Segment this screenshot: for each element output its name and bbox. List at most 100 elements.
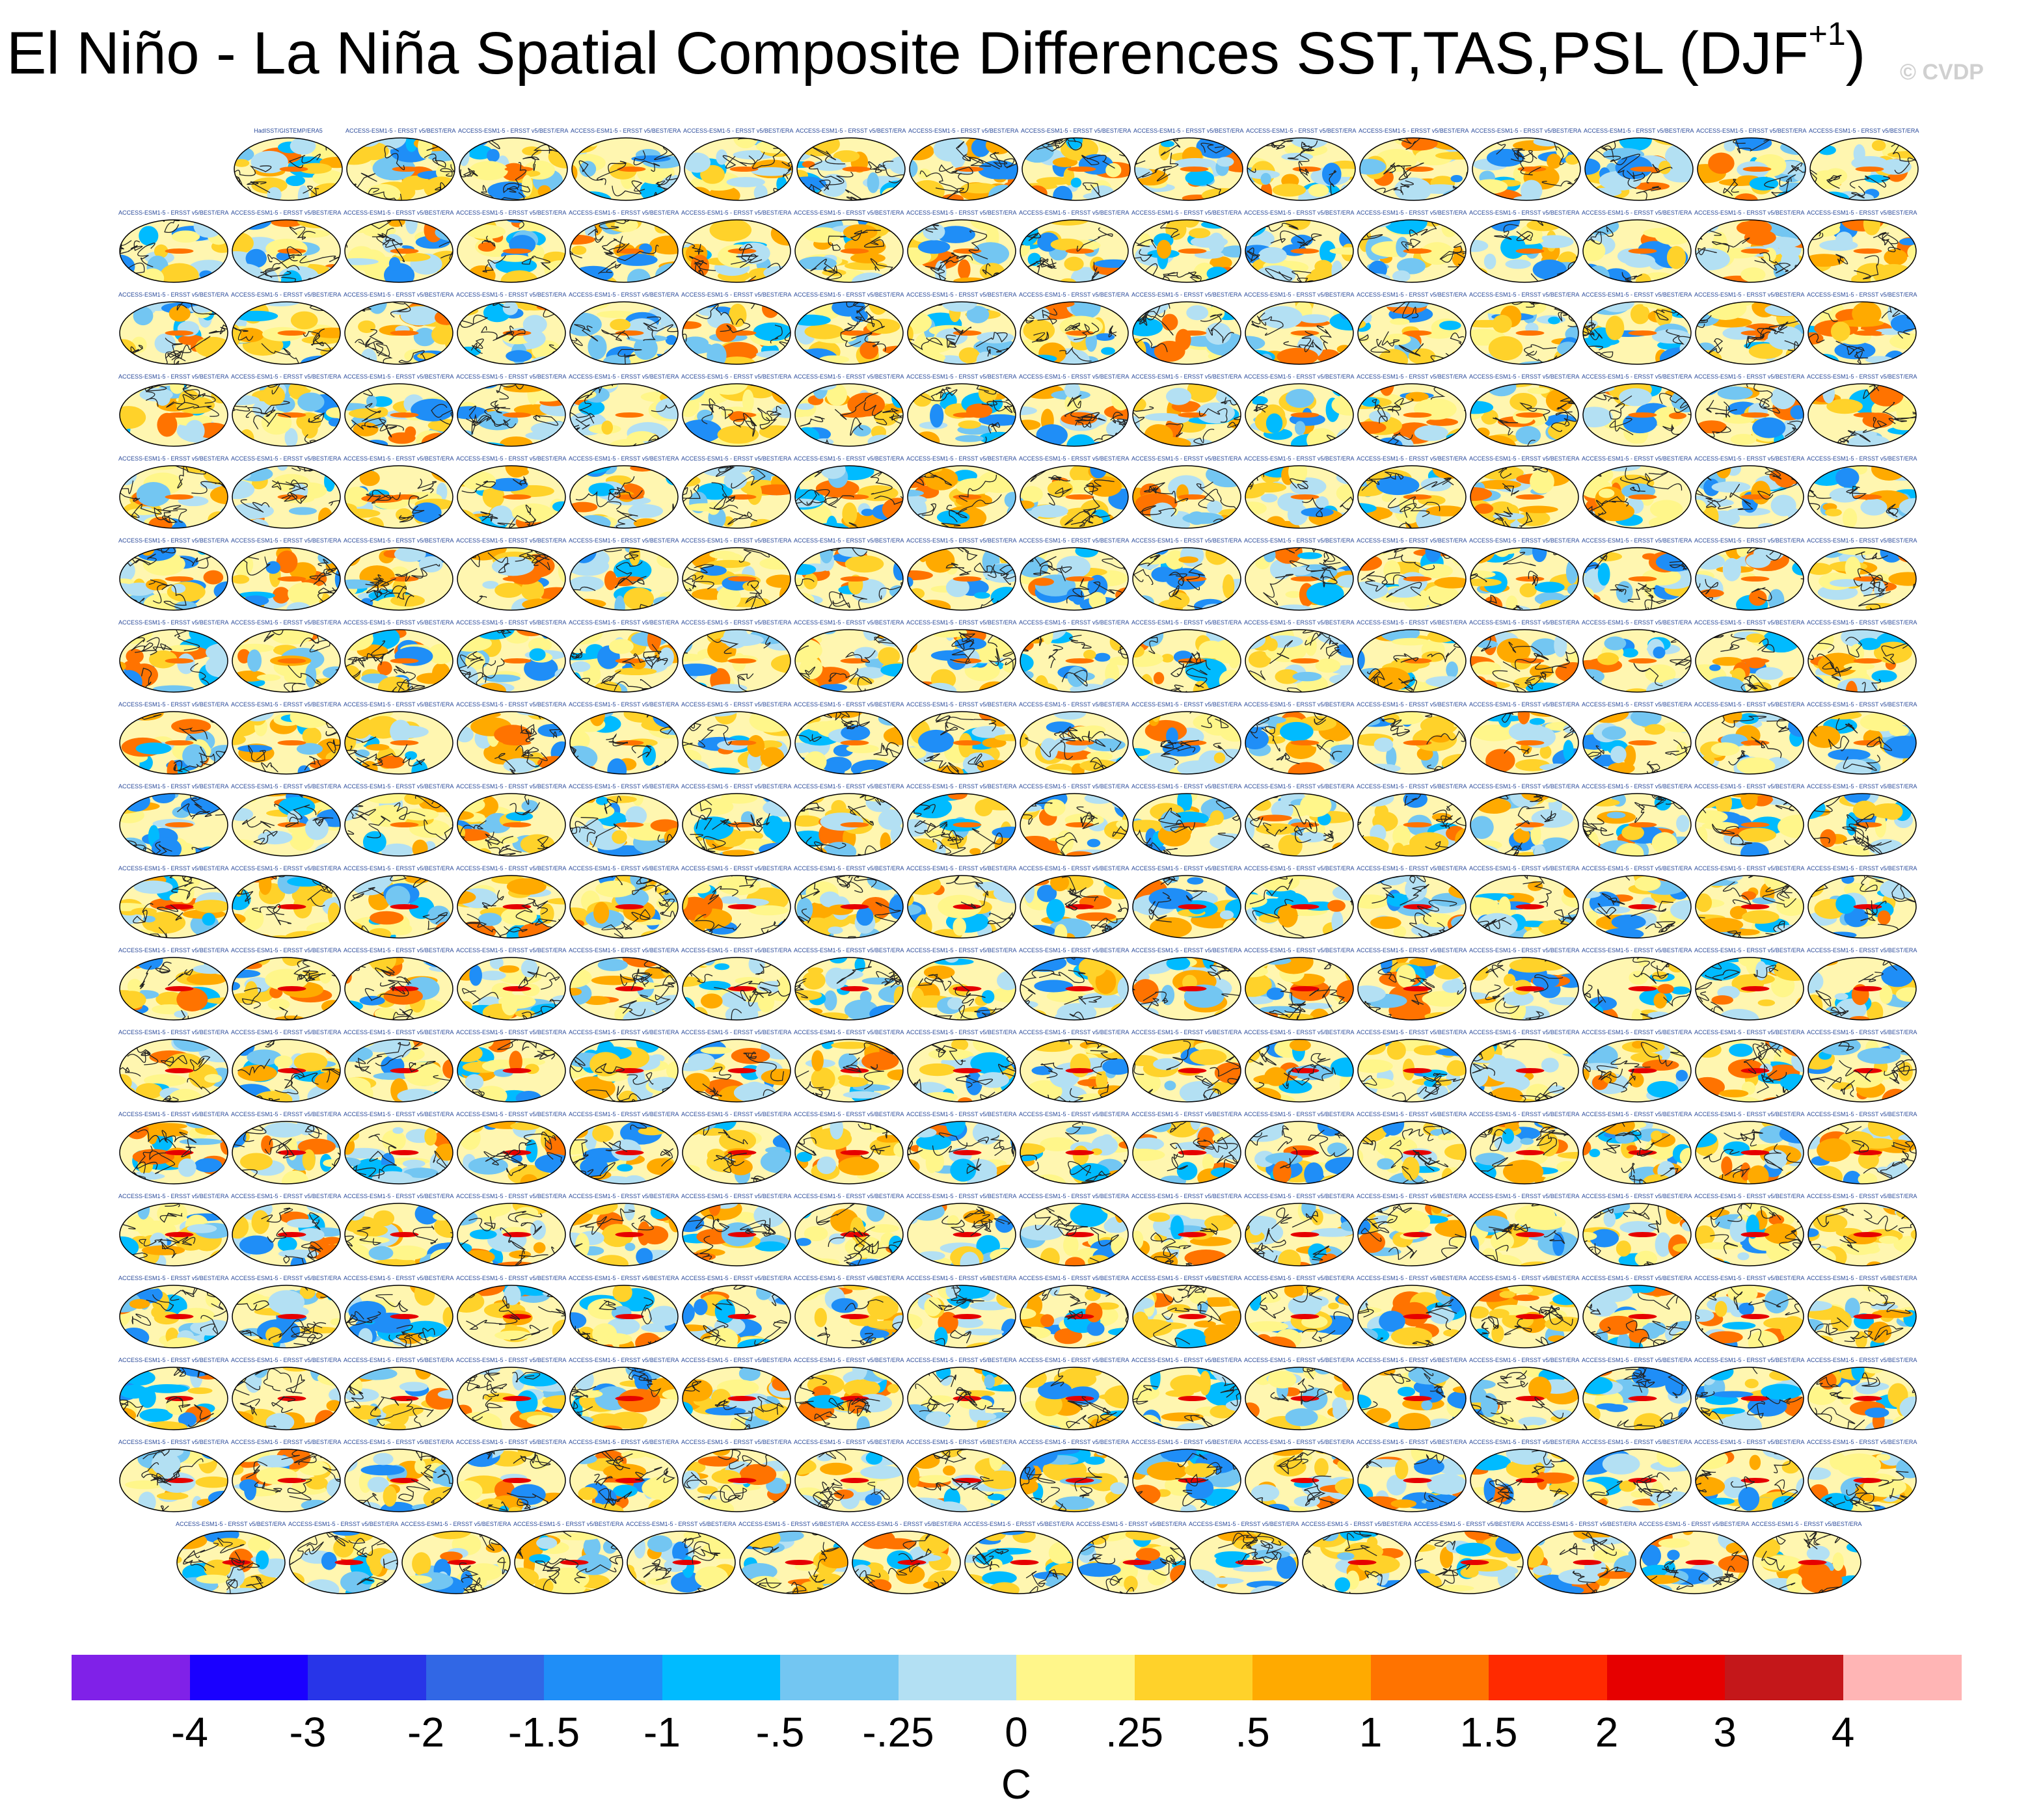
map-panel-label: ACCESS-ESM1-5 - ERSST v5/BEST/ERA5 (118, 537, 229, 544)
map-panel-label: ACCESS-ESM1-5 - ERSST v5/BEST/ERA5 (569, 947, 679, 954)
map-panel-label: ACCESS-ESM1-5 - ERSST v5/BEST/ERA5 (1244, 947, 1355, 954)
map-panel-label: ACCESS-ESM1-5 - ERSST v5/BEST/ERA5 (1301, 1521, 1412, 1527)
map-panel-label: ACCESS-ESM1-5 - ERSST v5/BEST/ERA5 (1131, 947, 1242, 954)
map-panel-label: ACCESS-ESM1-5 - ERSST v5/BEST/ERA5 (456, 209, 567, 216)
global-map (344, 383, 453, 447)
map-panel: ACCESS-ESM1-5 - ERSST v5/BEST/ERA5 (1131, 619, 1242, 695)
map-panel-label: ACCESS-ESM1-5 - ERSST v5/BEST/ERA5 (1019, 1439, 1130, 1445)
global-map (1245, 1285, 1354, 1348)
global-map (232, 1285, 341, 1348)
map-panel-label: ACCESS-ESM1-5 - ERSST v5/BEST/ERA5 (794, 291, 904, 298)
global-map (1077, 1531, 1186, 1594)
map-panel-label: ACCESS-ESM1-5 - ERSST v5/BEST/ERA5 (1807, 373, 1917, 380)
map-panel: ACCESS-ESM1-5 - ERSST v5/BEST/ERA5 (794, 947, 904, 1023)
map-panel: ACCESS-ESM1-5 - ERSST v5/BEST/ERA5 (1131, 373, 1242, 449)
map-panel-label: ACCESS-ESM1-5 - ERSST v5/BEST/ERA5 (681, 1357, 792, 1363)
map-panel-label: ACCESS-ESM1-5 - ERSST v5/BEST/ERA5 (1582, 291, 1692, 298)
map-panel-label: ACCESS-ESM1-5 - ERSST v5/BEST/ERA5 (1807, 537, 1917, 544)
map-panel: ACCESS-ESM1-5 - ERSST v5/BEST/ERA5 (681, 947, 792, 1023)
map-panel: ACCESS-ESM1-5 - ERSST v5/BEST/ERA5 (906, 291, 1017, 367)
map-panel-label: ACCESS-ESM1-5 - ERSST v5/BEST/ERA5 (1244, 537, 1355, 544)
global-map (119, 383, 228, 447)
map-panel: ACCESS-ESM1-5 - ERSST v5/BEST/ERA5 (906, 1439, 1017, 1514)
global-map (1357, 1285, 1467, 1348)
global-map (569, 1449, 679, 1512)
map-panel: ACCESS-ESM1-5 - ERSST v5/BEST/ERA5 (344, 865, 454, 941)
global-map (232, 219, 341, 283)
map-panel-label: ACCESS-ESM1-5 - ERSST v5/BEST/ERA5 (118, 865, 229, 872)
global-map (1582, 301, 1692, 365)
map-panel-label: ACCESS-ESM1-5 - ERSST v5/BEST/ERA5 (681, 373, 792, 380)
global-map (119, 1121, 228, 1184)
map-panel: ACCESS-ESM1-5 - ERSST v5/BEST/ERA5 (344, 701, 454, 777)
map-panel: ACCESS-ESM1-5 - ERSST v5/BEST/ERA5 (569, 947, 679, 1023)
map-panel: ACCESS-ESM1-5 - ERSST v5/BEST/ERA5 (681, 373, 792, 449)
map-panel-label: ACCESS-ESM1-5 - ERSST v5/BEST/ERA5 (456, 537, 567, 544)
map-panel-label: ACCESS-ESM1-5 - ERSST v5/BEST/ERA5 (906, 455, 1017, 462)
map-panel-label: ACCESS-ESM1-5 - ERSST v5/BEST/ERA5 (1244, 1357, 1355, 1363)
map-panel: ACCESS-ESM1-5 - ERSST v5/BEST/ERA5 (456, 537, 567, 613)
global-map (1020, 1203, 1129, 1266)
map-panel-label: ACCESS-ESM1-5 - ERSST v5/BEST/ERA5 (1019, 619, 1130, 626)
global-map (1020, 957, 1129, 1021)
global-map (1807, 793, 1917, 857)
global-map (682, 793, 791, 857)
map-panel-label: ACCESS-ESM1-5 - ERSST v5/BEST/ERA5 (569, 209, 679, 216)
map-panel: ACCESS-ESM1-5 - ERSST v5/BEST/ERA5 (1469, 373, 1580, 449)
map-panel-label: ACCESS-ESM1-5 - ERSST v5/BEST/ERA5 (569, 1193, 679, 1199)
global-map (794, 875, 904, 939)
map-panel: ACCESS-ESM1-5 - ERSST v5/BEST/ERA5 (1244, 1357, 1355, 1432)
map-panel: ACCESS-ESM1-5 - ERSST v5/BEST/ERA5 (1807, 291, 1917, 367)
map-panel: ACCESS-ESM1-5 - ERSST v5/BEST/ERA5 (1694, 701, 1805, 777)
map-panel: ACCESS-ESM1-5 - ERSST v5/BEST/ERA5 (906, 619, 1017, 695)
map-panel-label: ACCESS-ESM1-5 - ERSST v5/BEST/ERA5 (344, 1029, 454, 1036)
global-map (457, 465, 566, 529)
map-panel: ACCESS-ESM1-5 - ERSST v5/BEST/ERA5 (794, 1439, 904, 1514)
map-panel: ACCESS-ESM1-5 - ERSST v5/BEST/ERA5 (1582, 1357, 1692, 1432)
map-panel-label: ACCESS-ESM1-5 - ERSST v5/BEST/ERA5 (794, 1275, 904, 1281)
global-map (1132, 1121, 1241, 1184)
global-map (794, 1367, 904, 1430)
global-map (232, 1367, 341, 1430)
map-panel: ACCESS-ESM1-5 - ERSST v5/BEST/ERA5 (1582, 373, 1692, 449)
map-panel-label: ACCESS-ESM1-5 - ERSST v5/BEST/ERA5 (1246, 127, 1357, 134)
global-map (1245, 629, 1354, 693)
global-map (1695, 1203, 1804, 1266)
map-panel: ACCESS-ESM1-5 - ERSST v5/BEST/ERA5 (118, 209, 229, 285)
map-panel: ACCESS-ESM1-5 - ERSST v5/BEST/ERA5 (1246, 127, 1357, 203)
global-map (1245, 711, 1354, 775)
map-panel-label: ACCESS-ESM1-5 - ERSST v5/BEST/ERA5 (1019, 1275, 1130, 1281)
map-panel-label: ACCESS-ESM1-5 - ERSST v5/BEST/ERA5 (1019, 865, 1130, 872)
global-map (1807, 301, 1917, 365)
global-map (1695, 547, 1804, 611)
map-panel-label: ACCESS-ESM1-5 - ERSST v5/BEST/ERA5 (906, 1193, 1017, 1199)
global-map (1357, 711, 1467, 775)
global-map (1020, 465, 1129, 529)
map-panel-label: ACCESS-ESM1-5 - ERSST v5/BEST/ERA5 (1471, 127, 1582, 134)
global-map (569, 1039, 679, 1103)
map-panel: ACCESS-ESM1-5 - ERSST v5/BEST/ERA5 (1244, 1275, 1355, 1350)
global-map (459, 137, 568, 201)
map-panel: ACCESS-ESM1-5 - ERSST v5/BEST/ERA5 (1807, 619, 1917, 695)
map-panel: ACCESS-ESM1-5 - ERSST v5/BEST/ERA5 (569, 1111, 679, 1186)
global-map (1020, 1039, 1129, 1103)
map-panel-label: ACCESS-ESM1-5 - ERSST v5/BEST/ERA5 (456, 701, 567, 708)
map-panel: ACCESS-ESM1-5 - ERSST v5/BEST/ERA5 (569, 865, 679, 941)
map-panel-label: ACCESS-ESM1-5 - ERSST v5/BEST/ERA5 (1694, 865, 1805, 872)
colorbar-tick-label: -.25 (862, 1709, 934, 1756)
map-panel: ACCESS-ESM1-5 - ERSST v5/BEST/ERA5 (851, 1521, 962, 1596)
global-map (1582, 629, 1692, 693)
global-map (1132, 1449, 1241, 1512)
global-map (1245, 465, 1354, 529)
map-panel: ACCESS-ESM1-5 - ERSST v5/BEST/ERA5 (456, 209, 567, 285)
global-map (794, 383, 904, 447)
map-panel: ACCESS-ESM1-5 - ERSST v5/BEST/ERA5 (794, 865, 904, 941)
map-panel: ACCESS-ESM1-5 - ERSST v5/BEST/ERA5 (1807, 537, 1917, 613)
map-panel: ACCESS-ESM1-5 - ERSST v5/BEST/ERA5 (1357, 701, 1467, 777)
map-panel: ACCESS-ESM1-5 - ERSST v5/BEST/ERA5 (569, 373, 679, 449)
map-panel-label: ACCESS-ESM1-5 - ERSST v5/BEST/ERA5 (1131, 865, 1242, 872)
map-panel-label: ACCESS-ESM1-5 - ERSST v5/BEST/ERA5 (681, 1193, 792, 1199)
map-panel-label: ACCESS-ESM1-5 - ERSST v5/BEST/ERA5 (1131, 1111, 1242, 1117)
map-panel: ACCESS-ESM1-5 - ERSST v5/BEST/ERA5 (569, 619, 679, 695)
global-map (682, 301, 791, 365)
